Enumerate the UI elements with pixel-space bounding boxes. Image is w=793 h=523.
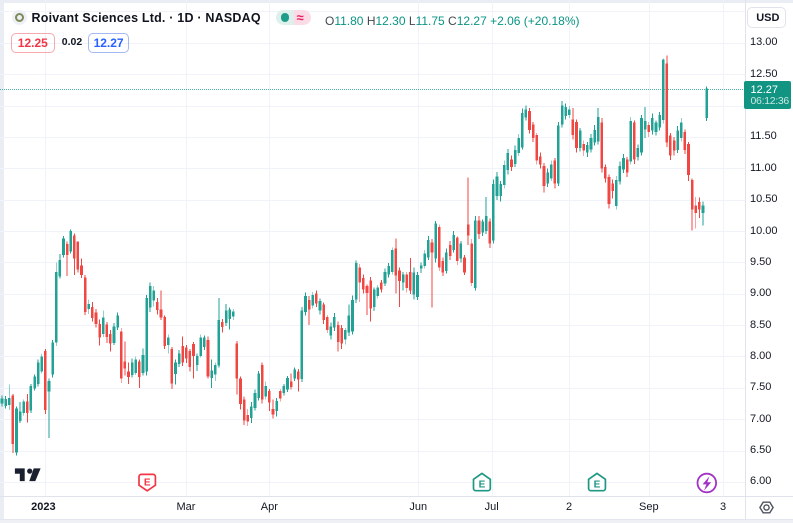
svg-text:E: E: [594, 480, 601, 491]
svg-text:E: E: [144, 478, 151, 489]
svg-text:E: E: [479, 480, 486, 491]
